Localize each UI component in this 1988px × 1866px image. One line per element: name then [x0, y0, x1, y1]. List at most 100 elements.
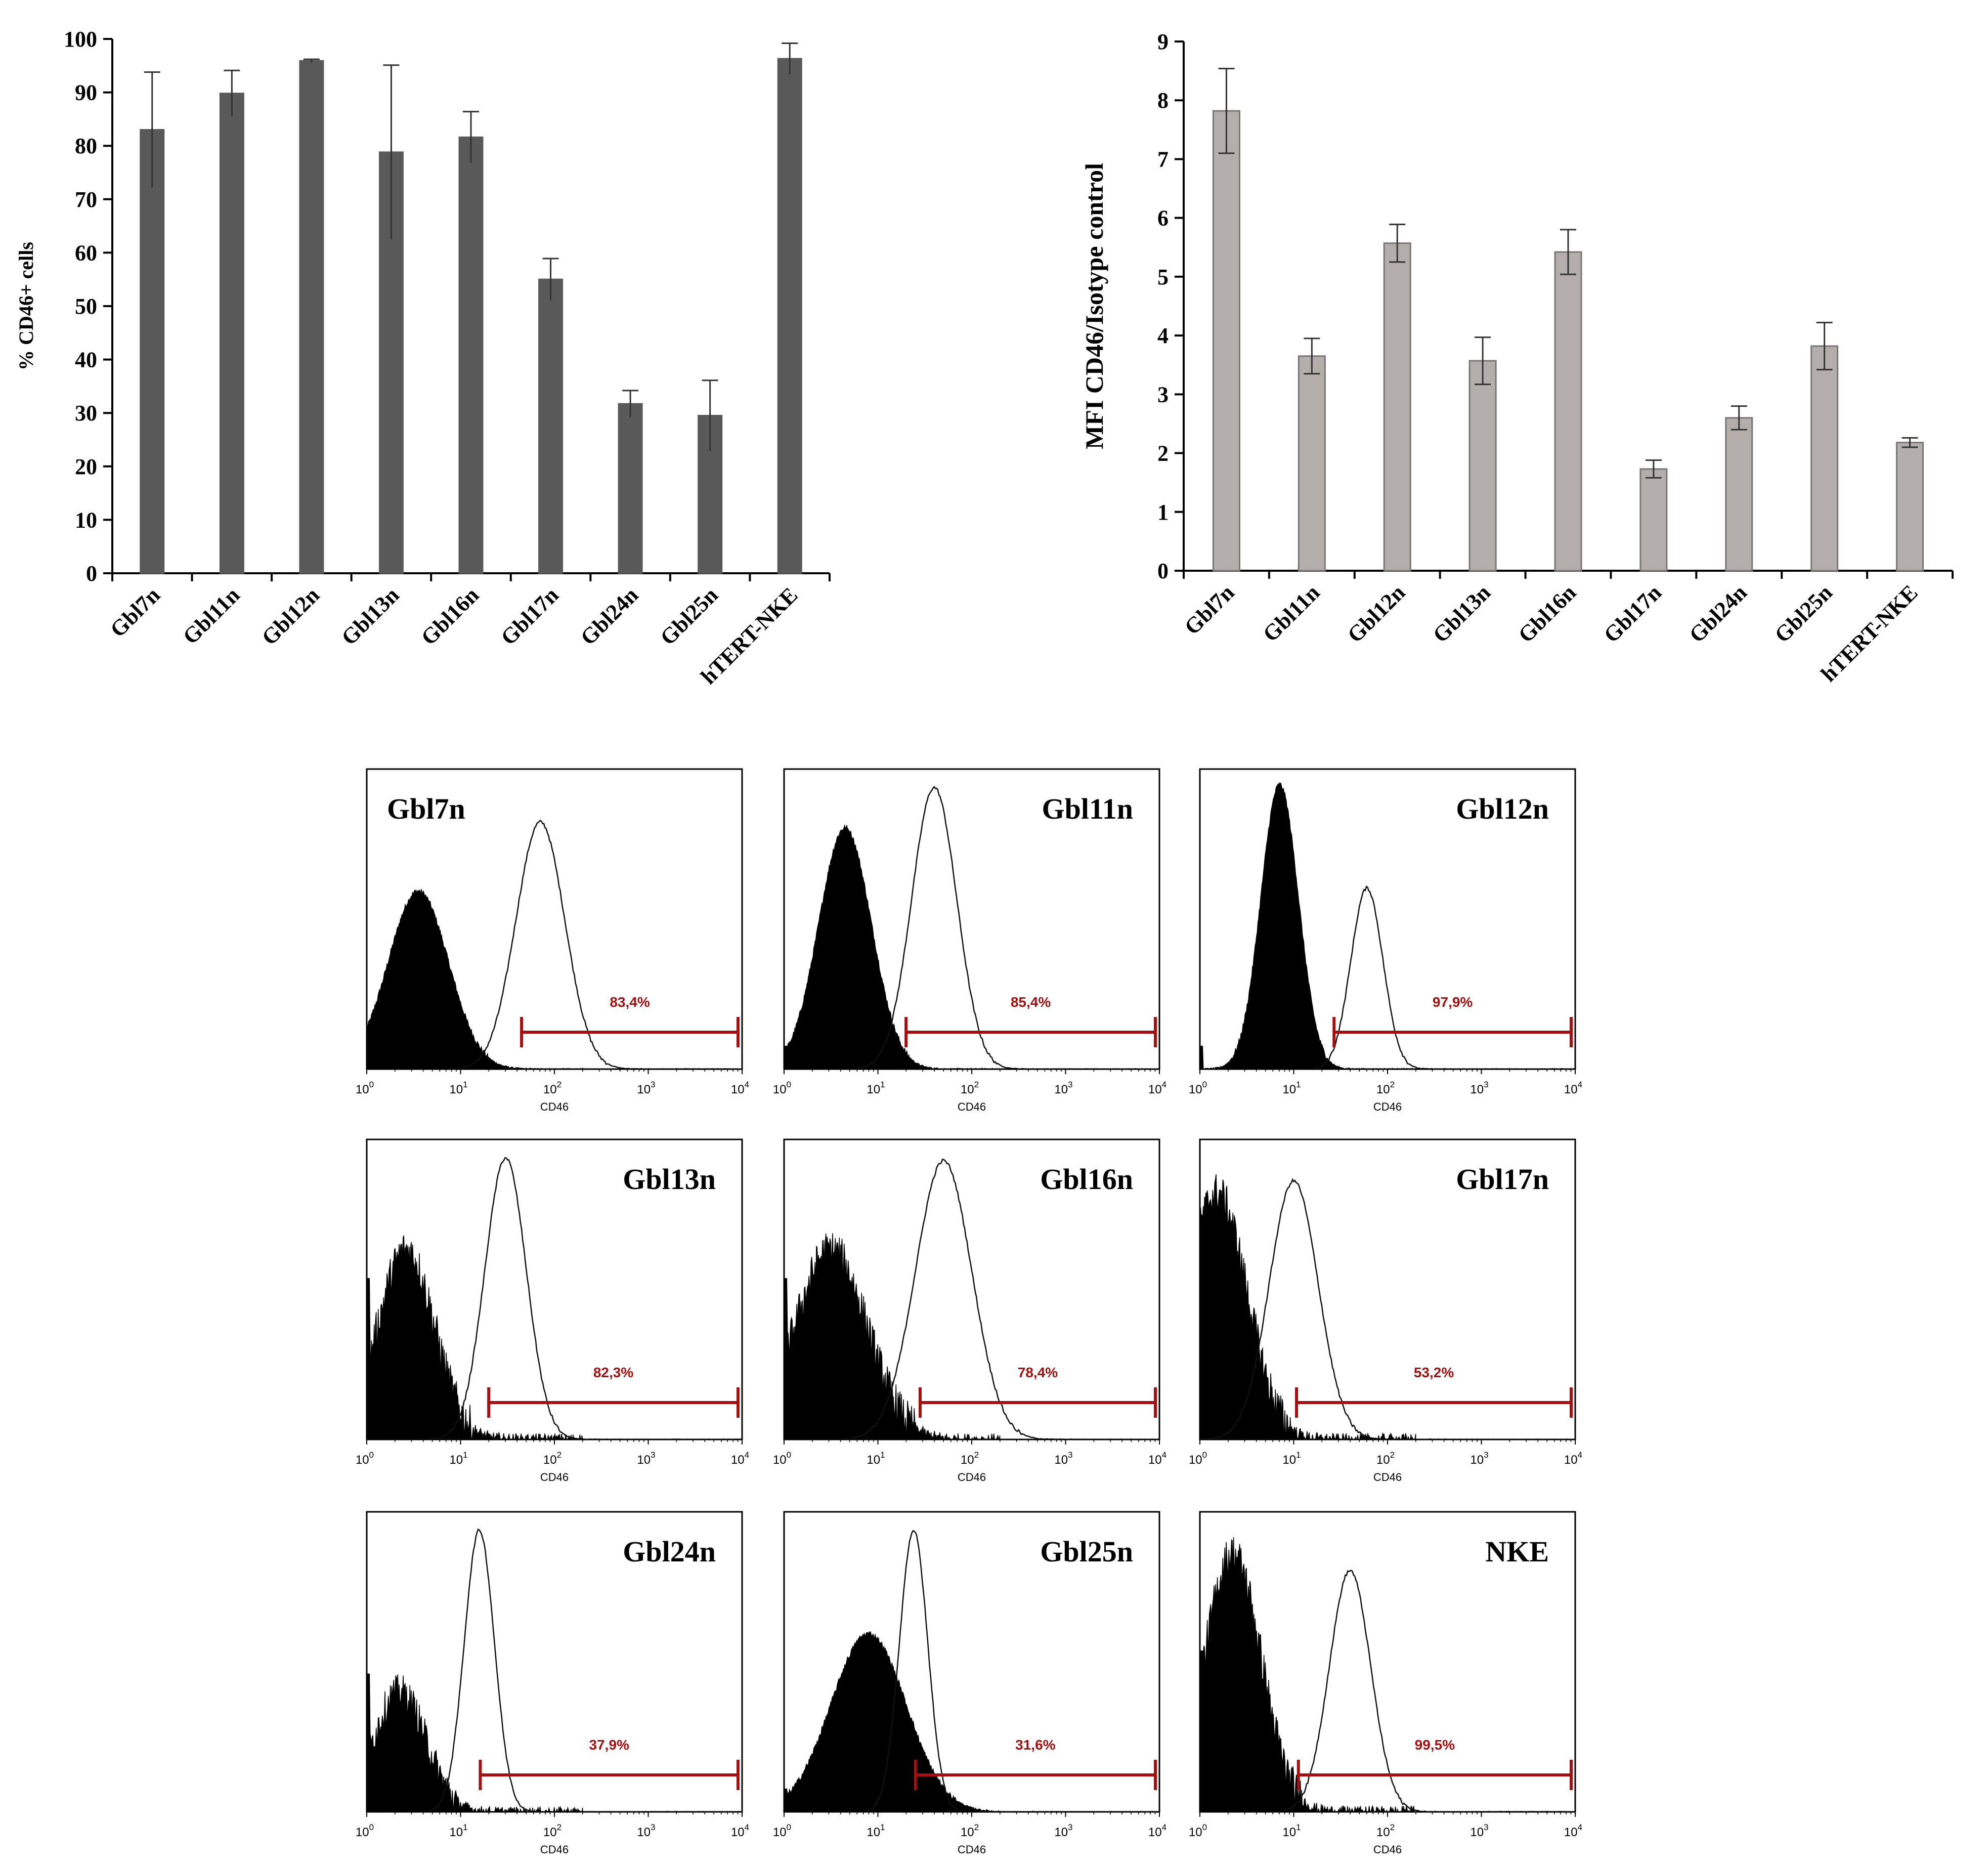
decade-exponent: 0 — [369, 1450, 374, 1460]
decade-base: 10 — [543, 1453, 557, 1467]
decade-base: 10 — [1282, 1453, 1296, 1467]
x-category-label: Gbl16n — [416, 582, 484, 650]
isotype-histogram-Gbl17n — [1199, 1174, 1416, 1441]
decade-base: 10 — [867, 1453, 880, 1467]
decade-base: 10 — [1470, 1083, 1484, 1096]
bar-Gbl17n — [538, 278, 564, 574]
decade-base: 10 — [1564, 1083, 1578, 1096]
decade-exponent: 2 — [557, 1080, 561, 1089]
decade-label: 101 — [1282, 1822, 1301, 1839]
decade-label: 102 — [543, 1450, 561, 1467]
decade-base: 10 — [1282, 1826, 1296, 1839]
decade-label: 104 — [1564, 1080, 1582, 1096]
bar-Gbl11n — [1298, 355, 1326, 572]
decade-exponent: 0 — [369, 1080, 374, 1089]
decade-exponent: 4 — [1578, 1822, 1582, 1832]
decade-exponent: 1 — [463, 1080, 467, 1089]
x-axis-label: CD46 — [540, 1843, 569, 1856]
bar-Gbl13n — [1468, 360, 1497, 572]
decade-label: 104 — [731, 1450, 749, 1467]
x-axis-label: CD46 — [1373, 1100, 1402, 1113]
decade-exponent: 4 — [1162, 1450, 1166, 1460]
decade-exponent: 2 — [974, 1450, 979, 1460]
decade-base: 10 — [449, 1083, 463, 1096]
decade-label: 100 — [356, 1822, 374, 1839]
decade-exponent: 3 — [651, 1080, 655, 1089]
bar-Gbl16n — [458, 136, 484, 574]
y-tick-label: 0 — [86, 561, 97, 586]
x-category-label: Gbl12n — [257, 582, 324, 650]
bar-Gbl25n — [1810, 345, 1839, 572]
gate-percent-label: 53,2% — [1414, 1365, 1454, 1380]
decade-exponent: 4 — [745, 1450, 749, 1460]
decade-base: 10 — [867, 1083, 880, 1096]
bar-Gbl11n — [219, 93, 244, 574]
x-axis-label: CD46 — [540, 1471, 569, 1483]
gate-percent-label: 78,4% — [1018, 1365, 1058, 1380]
decade-label: 100 — [356, 1080, 374, 1096]
gate-percent-label: 83,4% — [610, 994, 650, 1010]
decade-exponent: 0 — [1202, 1080, 1207, 1089]
decade-label: 103 — [637, 1080, 655, 1096]
y-tick-label: 40 — [75, 348, 97, 372]
decade-base: 10 — [731, 1083, 745, 1096]
x-axis-label: CD46 — [958, 1843, 986, 1856]
decade-base: 10 — [356, 1826, 369, 1839]
decade-label: 101 — [449, 1450, 467, 1467]
decade-exponent: 4 — [745, 1080, 749, 1089]
gate-percent-label: 82,3% — [593, 1365, 633, 1380]
y-tick-label: 10 — [75, 507, 97, 532]
decade-label: 100 — [1189, 1450, 1207, 1467]
decade-label: 100 — [773, 1822, 791, 1839]
decade-base: 10 — [1054, 1453, 1068, 1467]
x-category-label: Gbl12n — [1343, 580, 1410, 647]
decade-base: 10 — [961, 1083, 974, 1096]
decade-label: 104 — [1148, 1080, 1166, 1096]
decade-base: 10 — [1054, 1083, 1068, 1096]
y-tick-label: 100 — [64, 27, 97, 52]
decade-exponent: 2 — [1390, 1450, 1395, 1460]
decade-base: 10 — [773, 1453, 787, 1467]
decade-base: 10 — [1189, 1453, 1202, 1467]
decade-exponent: 3 — [1068, 1080, 1072, 1089]
y-axis-label: MFI CD46/Isotype control — [1080, 163, 1108, 449]
decade-base: 10 — [637, 1453, 651, 1467]
decade-base: 10 — [961, 1453, 974, 1467]
panel-label: Gbl13n — [623, 1163, 716, 1196]
decade-label: 101 — [867, 1080, 885, 1096]
x-axis-label: CD46 — [540, 1100, 569, 1113]
decade-base: 10 — [731, 1826, 745, 1839]
decade-exponent: 1 — [880, 1450, 885, 1460]
decade-label: 102 — [543, 1822, 561, 1839]
decade-exponent: 0 — [1202, 1450, 1207, 1460]
x-category-label: Gbl25n — [1770, 580, 1837, 647]
bar-Gbl7n — [140, 129, 165, 574]
decade-label: 100 — [1189, 1822, 1207, 1839]
decade-label: 103 — [1054, 1822, 1072, 1839]
y-tick-label: 7 — [1157, 147, 1169, 172]
y-tick-label: 4 — [1157, 323, 1169, 348]
decade-label: 100 — [773, 1450, 791, 1467]
panel-label: Gbl16n — [1040, 1163, 1133, 1196]
decade-exponent: 0 — [787, 1080, 791, 1089]
gate-percent-label: 99,5% — [1415, 1737, 1455, 1753]
decade-label: 101 — [449, 1822, 467, 1839]
decade-base: 10 — [1376, 1453, 1390, 1467]
decade-label: 101 — [1282, 1080, 1301, 1096]
bar-Gbl16n — [1554, 251, 1582, 572]
x-axis-label: CD46 — [958, 1100, 986, 1113]
decade-base: 10 — [867, 1826, 880, 1839]
x-category-label: Gbl17n — [1599, 580, 1666, 647]
decade-exponent: 1 — [1296, 1450, 1301, 1460]
decade-base: 10 — [1148, 1083, 1162, 1096]
panel-label: Gbl17n — [1456, 1163, 1549, 1196]
decade-label: 102 — [1376, 1822, 1395, 1839]
decade-exponent: 0 — [787, 1822, 791, 1832]
decade-base: 10 — [637, 1826, 651, 1839]
decade-base: 10 — [1189, 1083, 1202, 1096]
x-category-label: Gbl11n — [178, 582, 244, 649]
decade-base: 10 — [449, 1826, 463, 1839]
